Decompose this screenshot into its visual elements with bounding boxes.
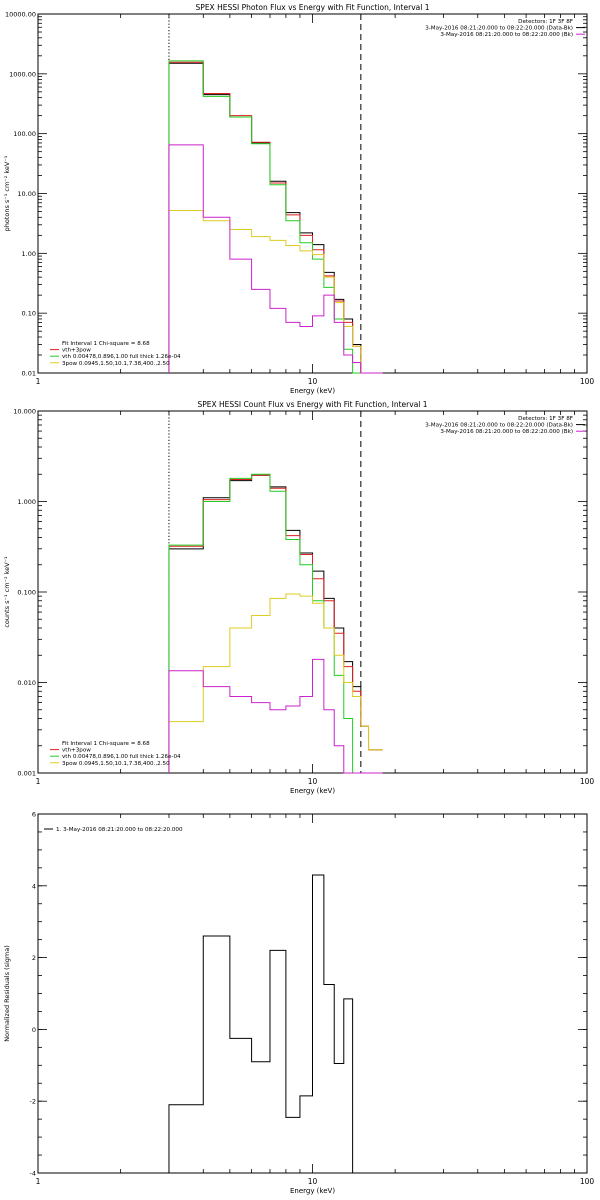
panel2-y-tick-label: 0.001 xyxy=(17,770,36,778)
panel2-legend-top-right-line: 3-May-2016 08:21:20.000 to 08:22:20.000 … xyxy=(425,423,573,429)
panel1-y-tick-label: 1000.00 xyxy=(9,70,36,78)
panel3-y-tick-label: 2 xyxy=(32,954,36,962)
panel2-series-1-line xyxy=(168,474,383,773)
panel3-x-tick-label: 100 xyxy=(580,1177,595,1186)
panel3-legend-top-left-line: 1. 3-May-2016 08:21:20.000 to 08:22:20.0… xyxy=(56,827,183,833)
panel1-title: SPEX HESSI Photon Flux vs Energy with Fi… xyxy=(196,3,430,12)
panel2-legend-bottom-left-line: Fit Interval 1 Chi-square = 8.68 xyxy=(62,741,150,747)
panel3-y-tick-label: -4 xyxy=(30,1170,36,1178)
panel2-legend-bottom-left-line: vth 0.00478,0.896,1.00 full thick 1.26e-… xyxy=(62,754,181,760)
panel2-y-tick-label: 1.000 xyxy=(17,498,36,506)
panel1-legend-bottom-left-line: Fit Interval 1 Chi-square = 8.68 xyxy=(62,341,150,347)
panel1-series-4-line xyxy=(168,209,383,374)
panel1-x-axis-label: Energy (keV) xyxy=(290,387,335,395)
panel2-legend-bottom-left-line: 3pow 0.0945,1.50,10.1,7.38,400.,2.50 xyxy=(62,761,170,767)
panel3-y-axis-label: Normalized Residuals (sigma) xyxy=(3,945,11,1042)
panel2-x-tick-label: 1 xyxy=(36,777,41,786)
panel1-y-tick-label: 1.00 xyxy=(22,250,36,258)
panel1-x-tick-label: 1 xyxy=(36,377,41,386)
panel1-legend-bottom-left-line: 3pow 0.0945,1.50,10.1,7.38,400.,2.50 xyxy=(62,361,170,367)
panel2-title: SPEX HESSI Count Flux vs Energy with Fit… xyxy=(197,400,427,409)
panel2-series-5-line xyxy=(168,658,383,774)
panel2-x-tick-label: 100 xyxy=(580,777,595,786)
panel3-x-axis-label: Energy (keV) xyxy=(290,1187,335,1195)
panel3-x-tick-label: 1 xyxy=(36,1177,41,1186)
panel3-y-tick-label: -2 xyxy=(30,1098,36,1106)
panel1-y-tick-label: 100.00 xyxy=(13,130,36,138)
panel1-x-tick-label: 100 xyxy=(580,377,595,386)
panel3-y-tick-label: 0 xyxy=(32,1026,36,1034)
panel2-y-tick-label: 0.010 xyxy=(17,679,36,687)
panel2-legend-top-right-line: 3-May-2016 08:21:20.000 to 08:22:20.000 … xyxy=(440,429,573,435)
panel1-legend-top-right-line: Detectors: 1F 3F 8F xyxy=(518,19,573,25)
panel2-x-axis-label: Energy (keV) xyxy=(290,787,335,795)
panel1-series-5-line xyxy=(168,144,383,374)
panel1-legend-bottom-left-line: vth+3pow xyxy=(62,348,91,354)
panel2-series-3-line xyxy=(168,473,383,774)
panel3-x-tick-label: 10 xyxy=(308,1177,318,1186)
panel2-series-2-line xyxy=(168,474,383,773)
panel2-y-tick-label: 10.000 xyxy=(13,408,36,416)
panel2-y-tick-label: 0.100 xyxy=(17,589,36,597)
panel1-legend-bottom-left-line: vth 0.00478,0.896,1.00 full thick 1.26e-… xyxy=(62,354,181,360)
panel1-y-tick-label: 0.10 xyxy=(22,310,36,318)
panel1-y-tick-label: 0.01 xyxy=(22,370,36,378)
panel1-x-tick-label: 10 xyxy=(308,377,318,386)
panel2-legend-top-right-line: Detectors: 1F 3F 8F xyxy=(518,416,573,422)
panel1-y-axis-label: photons s⁻¹ cm⁻² keV⁻¹ xyxy=(3,155,11,231)
panel1-y-tick-label: 10.00 xyxy=(17,190,36,198)
panel1-y-tick-label: 10000.00 xyxy=(5,11,36,19)
panel2-series-4-line xyxy=(168,593,383,773)
panel1-series-3-line xyxy=(168,60,383,374)
panel3-y-tick-label: 6 xyxy=(32,811,36,819)
panel3-series-1-line xyxy=(168,874,361,1174)
panel2-y-axis-label: counts s⁻¹ cm⁻² keV⁻¹ xyxy=(3,556,11,628)
panel1-legend-top-right-line: 3-May-2016 08:21:20.000 to 08:22:20.000 … xyxy=(425,26,573,32)
panel2-x-tick-label: 10 xyxy=(308,777,318,786)
panel1-legend-top-right-line: 3-May-2016 08:21:20.000 to 08:22:20.000 … xyxy=(440,32,573,38)
panel2-legend-bottom-left-line: vth+3pow xyxy=(62,748,91,754)
panel3-y-tick-label: 4 xyxy=(32,882,36,890)
